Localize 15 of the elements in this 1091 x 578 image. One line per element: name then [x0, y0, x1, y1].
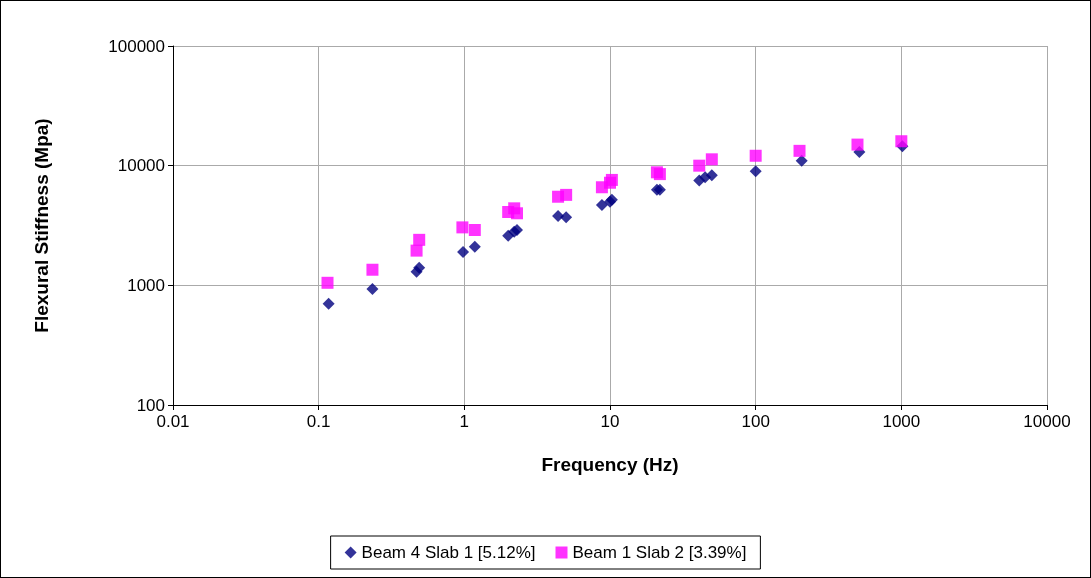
y-tick-label: 100000 — [108, 36, 165, 56]
legend-label: Beam 1 Slab 2 [3.39%] — [572, 543, 747, 562]
x-tick-label: 1000 — [882, 412, 921, 431]
y-tick-label: 10000 — [117, 156, 165, 176]
legend-label: Beam 4 Slab 1 [5.12%] — [361, 543, 536, 562]
x-tick-label: 10000 — [1023, 412, 1071, 431]
y-tick-label: 1000 — [127, 275, 165, 295]
x-tick-label: 100 — [741, 412, 770, 431]
y-axis-title: Flexural Stiffness (Mpa) — [31, 118, 52, 333]
x-axis-title: Frequency (Hz) — [541, 454, 679, 475]
x-tick-label: 10 — [600, 412, 620, 431]
x-tick-label: 0.1 — [306, 412, 331, 431]
x-tick-label: 0.01 — [156, 412, 190, 431]
x-tick-label: 1 — [459, 412, 470, 431]
y-tick-label: 100 — [136, 395, 165, 415]
